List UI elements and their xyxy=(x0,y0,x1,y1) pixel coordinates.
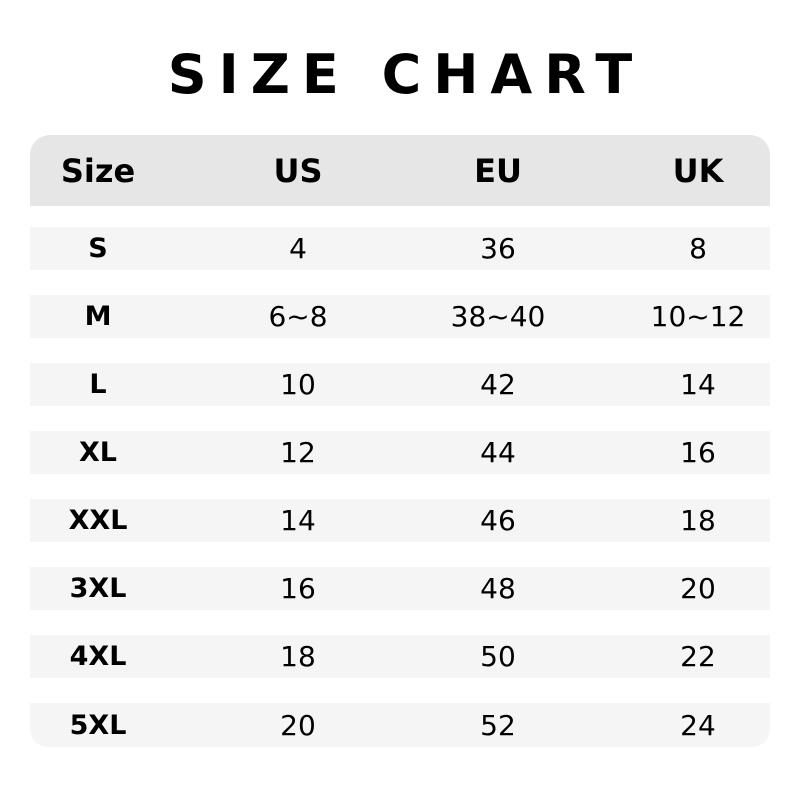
table-row: 4XL 18 50 22 xyxy=(30,635,770,678)
column-header-size: Size xyxy=(60,151,136,190)
uk-cell: 14 xyxy=(680,368,716,401)
size-cell: L xyxy=(89,369,107,400)
uk-cell: 16 xyxy=(680,436,716,469)
us-cell: 18 xyxy=(280,640,316,673)
uk-cell: 24 xyxy=(680,708,716,742)
us-cell: 16 xyxy=(280,572,316,605)
table-header: Size US EU UK xyxy=(30,135,770,206)
uk-cell: 20 xyxy=(680,572,716,605)
us-cell: 12 xyxy=(280,436,316,469)
eu-cell: 52 xyxy=(480,708,516,742)
eu-cell: 46 xyxy=(480,504,516,537)
column-header-eu: EU xyxy=(474,151,522,190)
size-cell: 3XL xyxy=(69,573,127,604)
size-cell: 5XL xyxy=(69,709,127,741)
table-row: XL 12 44 16 xyxy=(30,431,770,474)
us-cell: 4 xyxy=(289,232,307,265)
size-cell: XXL xyxy=(68,505,128,536)
uk-cell: 8 xyxy=(689,232,707,265)
us-cell: 20 xyxy=(280,708,316,742)
table-row: XXL 14 46 18 xyxy=(30,499,770,542)
uk-cell: 18 xyxy=(680,504,716,537)
uk-cell: 22 xyxy=(680,640,716,673)
table-row: 3XL 16 48 20 xyxy=(30,567,770,610)
us-cell: 14 xyxy=(280,504,316,537)
eu-cell: 44 xyxy=(480,436,516,469)
size-cell: M xyxy=(84,301,112,332)
page-title: SIZE CHART xyxy=(167,43,645,106)
table-row: M 6~8 38~40 10~12 xyxy=(30,295,770,338)
size-cell: 4XL xyxy=(69,641,127,672)
us-cell: 10 xyxy=(280,368,316,401)
eu-cell: 42 xyxy=(480,368,516,401)
eu-cell: 48 xyxy=(480,572,516,605)
column-header-us: US xyxy=(273,151,323,190)
eu-cell: 50 xyxy=(480,640,516,673)
eu-cell: 36 xyxy=(480,232,516,265)
table-row: 5XL 20 52 24 xyxy=(30,703,770,747)
size-cell: S xyxy=(88,233,108,264)
table-row: L 10 42 14 xyxy=(30,363,770,406)
column-header-uk: UK xyxy=(672,151,724,190)
table-row: S 4 36 8 xyxy=(30,227,770,270)
eu-cell: 38~40 xyxy=(450,300,546,333)
us-cell: 6~8 xyxy=(268,300,328,333)
size-cell: XL xyxy=(78,437,118,468)
uk-cell: 10~12 xyxy=(650,300,746,333)
